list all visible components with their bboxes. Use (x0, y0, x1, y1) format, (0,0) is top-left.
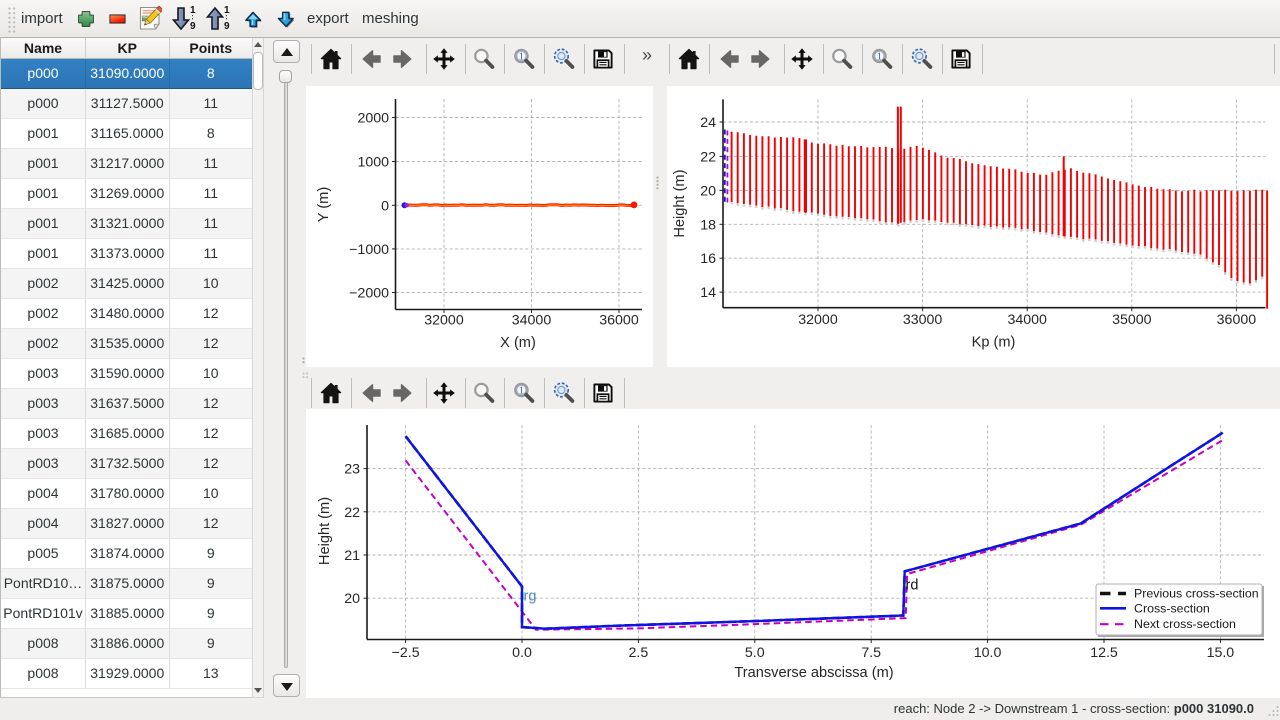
svg-text:10.0: 10.0 (974, 645, 1002, 661)
svg-text:36000: 36000 (1217, 312, 1257, 328)
svg-text:16: 16 (700, 251, 716, 267)
svg-text:20: 20 (344, 591, 360, 607)
svg-text:14: 14 (700, 285, 716, 301)
svg-text:rg: rg (524, 589, 537, 605)
svg-text:2.5: 2.5 (629, 645, 649, 661)
svg-text:rd: rd (906, 578, 919, 594)
svg-text:24: 24 (700, 115, 716, 131)
svg-text:Transverse abscissa (m): Transverse abscissa (m) (734, 665, 893, 681)
svg-text:Next cross-section: Next cross-section (1134, 617, 1236, 631)
svg-text:9: 9 (190, 21, 196, 32)
svg-text:Previous cross-section: Previous cross-section (1134, 587, 1259, 601)
svg-text:23: 23 (344, 462, 360, 478)
svg-text:Height (m): Height (m) (672, 170, 688, 238)
svg-text:18: 18 (700, 217, 716, 233)
svg-text:34000: 34000 (512, 313, 552, 329)
svg-text:7.5: 7.5 (861, 645, 881, 661)
svg-text:32000: 32000 (424, 313, 464, 329)
svg-text:1000: 1000 (357, 155, 389, 171)
svg-text:0.0: 0.0 (512, 645, 532, 661)
svg-text:33000: 33000 (903, 312, 943, 328)
svg-text:Height (m): Height (m) (317, 497, 333, 565)
svg-text:36000: 36000 (599, 313, 639, 329)
svg-text:34000: 34000 (1007, 312, 1047, 328)
svg-text:Y (m): Y (m) (316, 187, 332, 222)
svg-text:−2000: −2000 (349, 286, 389, 302)
svg-text:35000: 35000 (1112, 312, 1152, 328)
svg-text:9: 9 (224, 21, 230, 32)
svg-text:22: 22 (700, 149, 716, 165)
svg-text:20: 20 (700, 183, 716, 199)
svg-text:5.0: 5.0 (745, 645, 765, 661)
svg-text:32000: 32000 (798, 312, 838, 328)
svg-text:0: 0 (381, 198, 389, 214)
svg-text:1: 1 (190, 5, 196, 16)
svg-text:21: 21 (344, 548, 360, 564)
svg-text:−2.5: −2.5 (392, 645, 420, 661)
svg-text:Cross-section: Cross-section (1134, 601, 1210, 615)
svg-text:1: 1 (224, 5, 230, 16)
svg-text:−1000: −1000 (349, 242, 389, 258)
svg-text:12.5: 12.5 (1090, 645, 1118, 661)
svg-text:22: 22 (344, 505, 360, 521)
svg-text:2000: 2000 (357, 111, 389, 127)
svg-text:Kp (m): Kp (m) (972, 335, 1016, 351)
svg-text:X (m): X (m) (500, 335, 536, 351)
svg-text:15.0: 15.0 (1207, 645, 1235, 661)
